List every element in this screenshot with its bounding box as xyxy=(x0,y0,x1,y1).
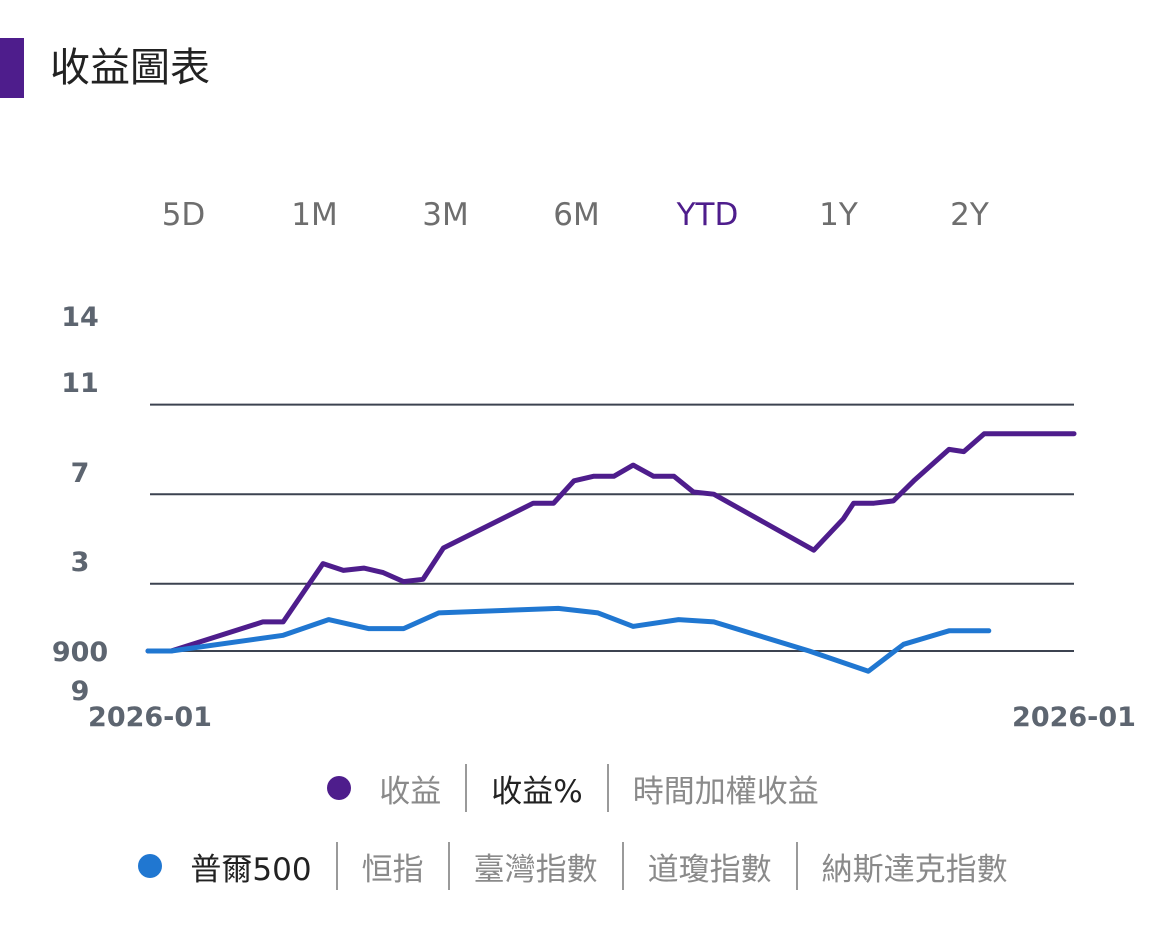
legend-divider xyxy=(465,764,468,812)
benchmark-option-hsi[interactable]: 恒指 xyxy=(361,851,424,888)
x-end-label: 2026-01 xyxy=(1012,702,1136,733)
chart-gridlines xyxy=(150,403,1074,652)
legend-option-time-weighted[interactable]: 時間加權收益 xyxy=(632,773,819,810)
tab-ytd[interactable]: YTD xyxy=(676,197,739,233)
y-tick-label: 900 xyxy=(52,637,108,668)
portfolio-return-line xyxy=(145,431,1077,654)
tab-6m[interactable]: 6M xyxy=(553,197,600,233)
legend-benchmark-options: 普爾500 恒指 臺灣指數 道瓊指數 納斯達克指數 xyxy=(0,840,1170,892)
y-tick-label: 9 xyxy=(71,676,90,707)
portfolio-legend-dot xyxy=(327,776,352,800)
benchmark-option-nasdaq[interactable]: 納斯達克指數 xyxy=(821,851,1008,888)
tab-1m[interactable]: 1M xyxy=(291,197,338,233)
legend-divider xyxy=(621,842,624,890)
y-tick-label: 3 xyxy=(71,547,90,578)
benchmark-option-taiwan[interactable]: 臺灣指數 xyxy=(473,851,598,888)
tab-2y[interactable]: 2Y xyxy=(950,197,989,233)
legend-option-return[interactable]: 收益 xyxy=(379,773,442,810)
benchmark-line xyxy=(145,605,992,674)
legend-option-return-pct[interactable]: 收益% xyxy=(491,773,583,810)
range-tabs: 5D 1M 3M 6M YTD 1Y 2Y xyxy=(118,190,1038,240)
y-tick-label: 14 xyxy=(61,302,99,333)
y-tick-label: 7 xyxy=(71,458,90,489)
legend-divider xyxy=(795,842,798,890)
legend-divider xyxy=(606,764,609,812)
y-tick-label: 11 xyxy=(61,368,99,399)
tab-1y[interactable]: 1Y xyxy=(819,197,858,233)
benchmark-legend-dot xyxy=(138,854,163,878)
chart-series xyxy=(145,431,1077,674)
tab-5d[interactable]: 5D xyxy=(161,197,206,233)
legend-divider xyxy=(335,842,338,890)
benchmark-option-sp500[interactable]: 普爾500 xyxy=(190,851,312,888)
legend-return-options: 收益 收益% 時間加權收益 xyxy=(0,762,1170,814)
title-accent-bar xyxy=(0,38,24,98)
page-title: 收益圖表 xyxy=(50,45,210,91)
legend-divider xyxy=(447,842,450,890)
benchmark-option-dow[interactable]: 道瓊指數 xyxy=(647,851,772,888)
x-start-label: 2026-01 xyxy=(88,702,212,733)
tab-3m[interactable]: 3M xyxy=(422,197,469,233)
